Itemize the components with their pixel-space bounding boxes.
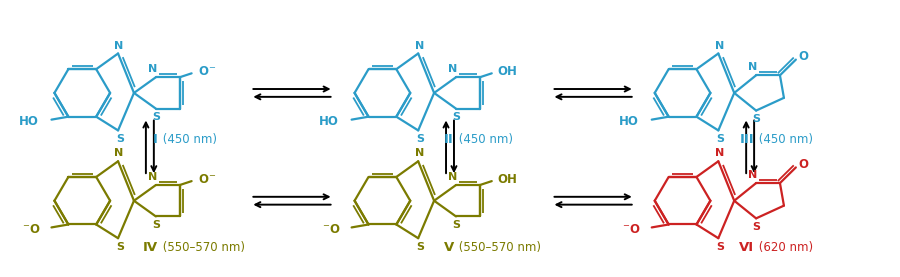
Text: V: V — [444, 241, 454, 254]
Text: S: S — [116, 242, 124, 252]
Text: O: O — [799, 158, 809, 171]
Text: $^{-}$O: $^{-}$O — [622, 223, 641, 236]
Text: HO: HO — [319, 115, 338, 128]
Text: O$^{-}$: O$^{-}$ — [198, 173, 216, 186]
Text: S: S — [416, 134, 424, 144]
Text: S: S — [716, 242, 725, 252]
Text: N: N — [448, 172, 457, 182]
Text: S: S — [752, 114, 760, 124]
Text: O: O — [799, 50, 809, 63]
Text: I: I — [153, 134, 157, 147]
Text: N: N — [749, 62, 758, 73]
Text: S: S — [152, 220, 160, 230]
Text: S: S — [752, 222, 760, 232]
Text: N: N — [148, 172, 157, 182]
Text: S: S — [452, 112, 460, 122]
Text: N: N — [415, 41, 424, 51]
Text: OH: OH — [498, 65, 518, 78]
Text: (550–570 nm): (550–570 nm) — [158, 241, 245, 254]
Text: II: II — [445, 134, 454, 147]
Text: S: S — [452, 220, 460, 230]
Text: IV: IV — [143, 241, 157, 254]
Text: OH: OH — [498, 173, 518, 186]
Text: N: N — [114, 148, 123, 158]
Text: S: S — [152, 112, 160, 122]
Text: N: N — [148, 65, 157, 75]
Text: N: N — [415, 148, 424, 158]
Text: (550–570 nm): (550–570 nm) — [455, 241, 541, 254]
Text: N: N — [715, 148, 724, 158]
Text: N: N — [715, 41, 724, 51]
Text: S: S — [416, 242, 424, 252]
Text: (450 nm): (450 nm) — [158, 134, 217, 147]
Text: N: N — [448, 65, 457, 75]
Text: $^{-}$O: $^{-}$O — [22, 223, 40, 236]
Text: III: III — [740, 134, 754, 147]
Text: (450 nm): (450 nm) — [755, 134, 813, 147]
Text: (620 nm): (620 nm) — [755, 241, 814, 254]
Text: N: N — [114, 41, 123, 51]
Text: VI: VI — [739, 241, 754, 254]
Text: S: S — [716, 134, 725, 144]
Text: HO: HO — [19, 115, 39, 128]
Text: HO: HO — [619, 115, 639, 128]
Text: N: N — [749, 170, 758, 180]
Text: S: S — [116, 134, 124, 144]
Text: O$^{-}$: O$^{-}$ — [198, 65, 216, 78]
Text: (450 nm): (450 nm) — [455, 134, 513, 147]
Text: $^{-}$O: $^{-}$O — [322, 223, 341, 236]
